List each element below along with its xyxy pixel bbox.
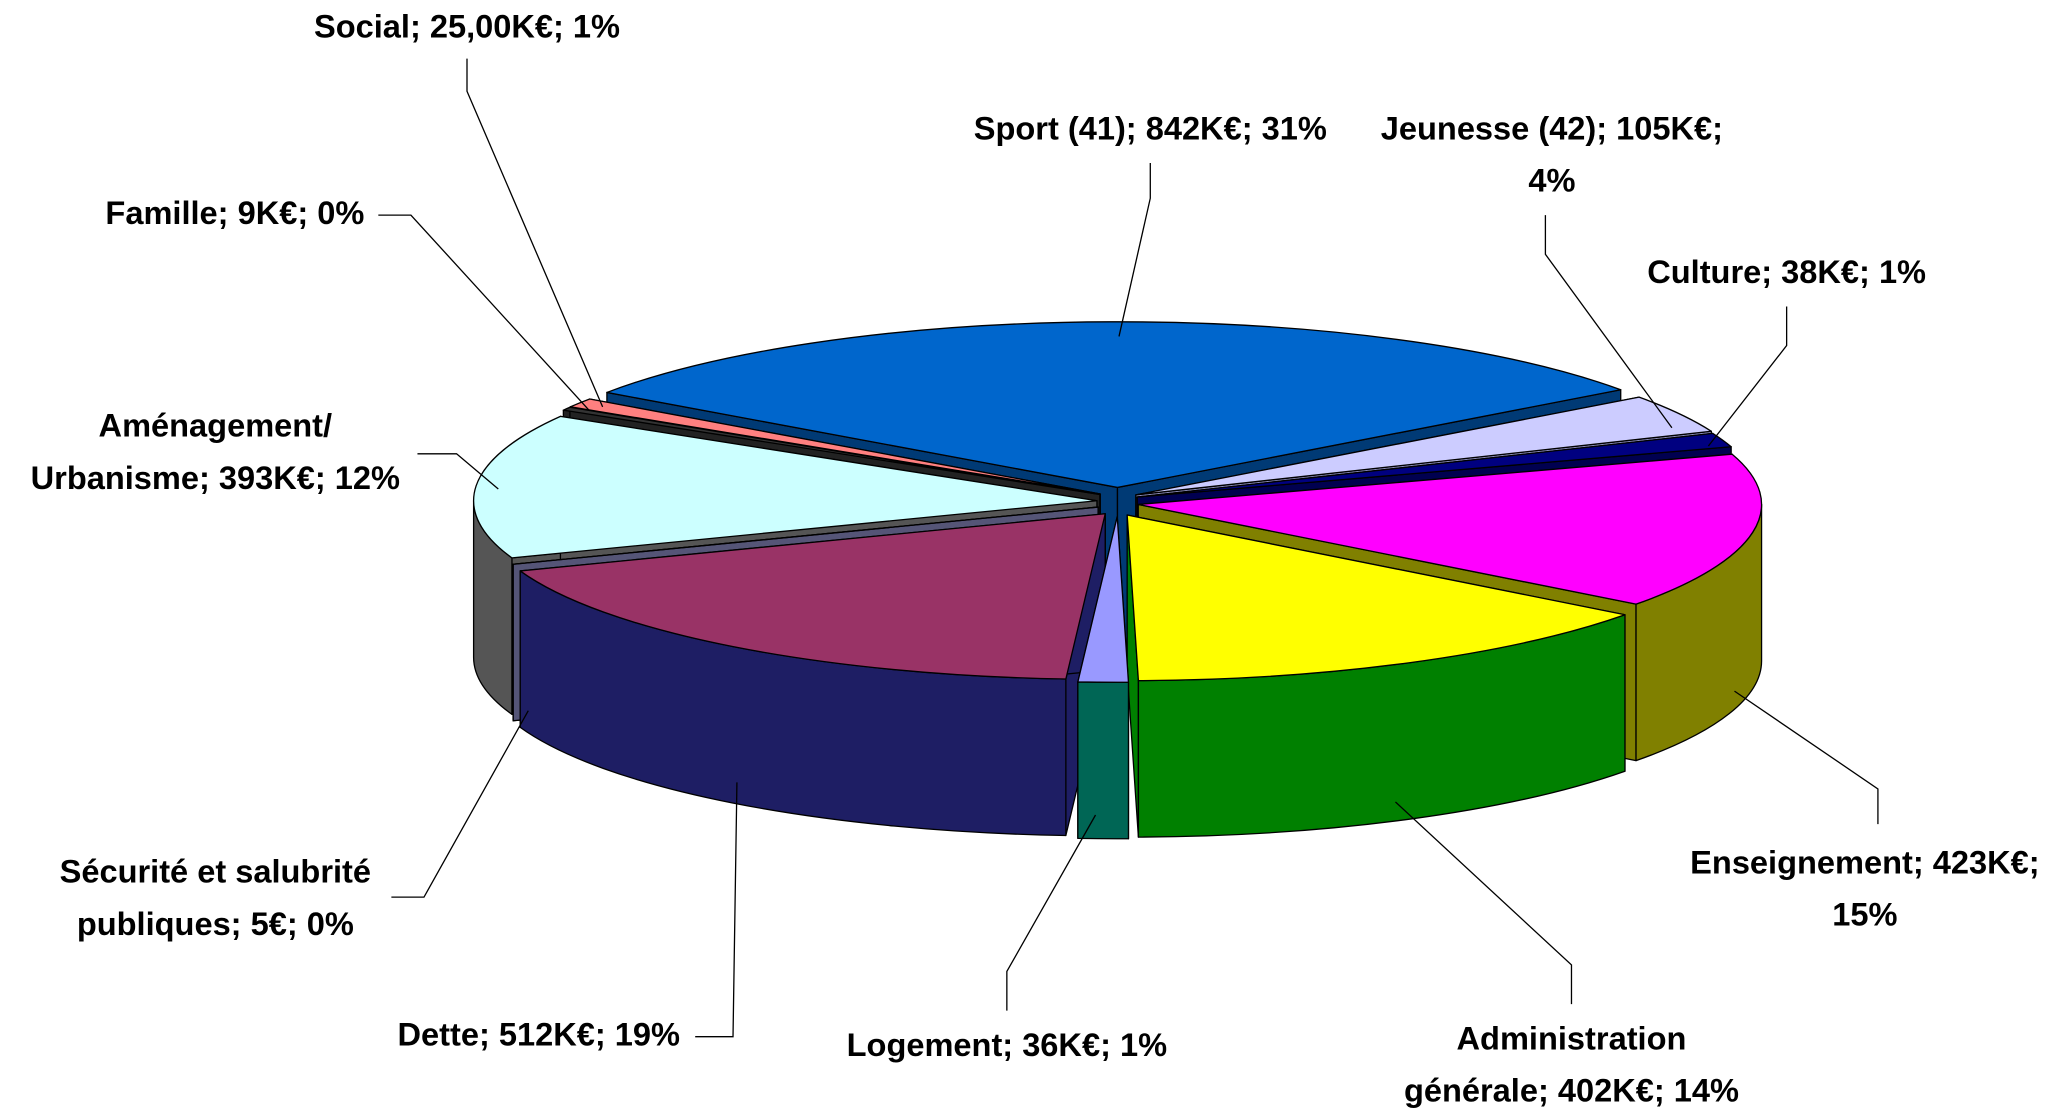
label-line: 15% <box>1832 895 1897 932</box>
leader-line <box>1395 802 1571 1004</box>
label-line: Enseignement; 423K€; <box>1690 843 2039 880</box>
data-label: Famille; 9K€; 0% <box>105 194 364 231</box>
data-label: Jeunesse (42); 105K€; 4% <box>1381 109 1723 198</box>
leader-line <box>1734 691 1877 824</box>
slice-side <box>1078 682 1129 839</box>
data-label: Aménagement/Urbanisme; 393K€; 12% <box>31 406 400 495</box>
label-line: Administration <box>1457 1019 1687 1056</box>
leader-line <box>378 215 589 411</box>
label-line: Jeunesse (42); 105K€; <box>1381 109 1723 146</box>
leader-line <box>391 711 528 897</box>
label-line: Aménagement/ <box>99 406 333 443</box>
data-label: Sport (41); 842K€; 31% <box>974 109 1327 146</box>
label-line: Dette; 512K€; 19% <box>397 1015 679 1052</box>
label-line: Culture; 38K€; 1% <box>1647 252 1926 289</box>
slice <box>520 514 1105 836</box>
label-line: Sécurité et salubrité <box>60 852 371 889</box>
label-line: Famille; 9K€; 0% <box>105 194 364 231</box>
label-line: Logement; 36K€; 1% <box>847 1026 1167 1063</box>
data-label: Social; 25,00K€; 1% <box>314 7 620 44</box>
label-line: publiques; 5€; 0% <box>77 904 354 941</box>
label-line: Urbanisme; 393K€; 12% <box>31 458 400 495</box>
leader-line <box>1119 163 1150 336</box>
leader-line <box>695 782 737 1036</box>
label-line: Social; 25,00K€; 1% <box>314 7 620 44</box>
label-line: générale; 402K€; 14% <box>1404 1071 1739 1108</box>
label-line: 4% <box>1528 161 1575 198</box>
leader-line <box>1708 306 1786 446</box>
data-label: Administration générale; 402K€; 14% <box>1404 1019 1739 1108</box>
data-label: Sécurité et salubrité publiques; 5€; 0% <box>60 852 371 941</box>
data-label: Logement; 36K€; 1% <box>847 1026 1167 1063</box>
label-line: Sport (41); 842K€; 31% <box>974 109 1327 146</box>
data-label: Culture; 38K€; 1% <box>1647 252 1926 289</box>
data-label: Dette; 512K€; 19% <box>397 1015 679 1052</box>
data-label: Enseignement; 423K€; 15% <box>1690 843 2039 932</box>
leader-line <box>1007 815 1096 1011</box>
leader-line <box>467 59 603 407</box>
